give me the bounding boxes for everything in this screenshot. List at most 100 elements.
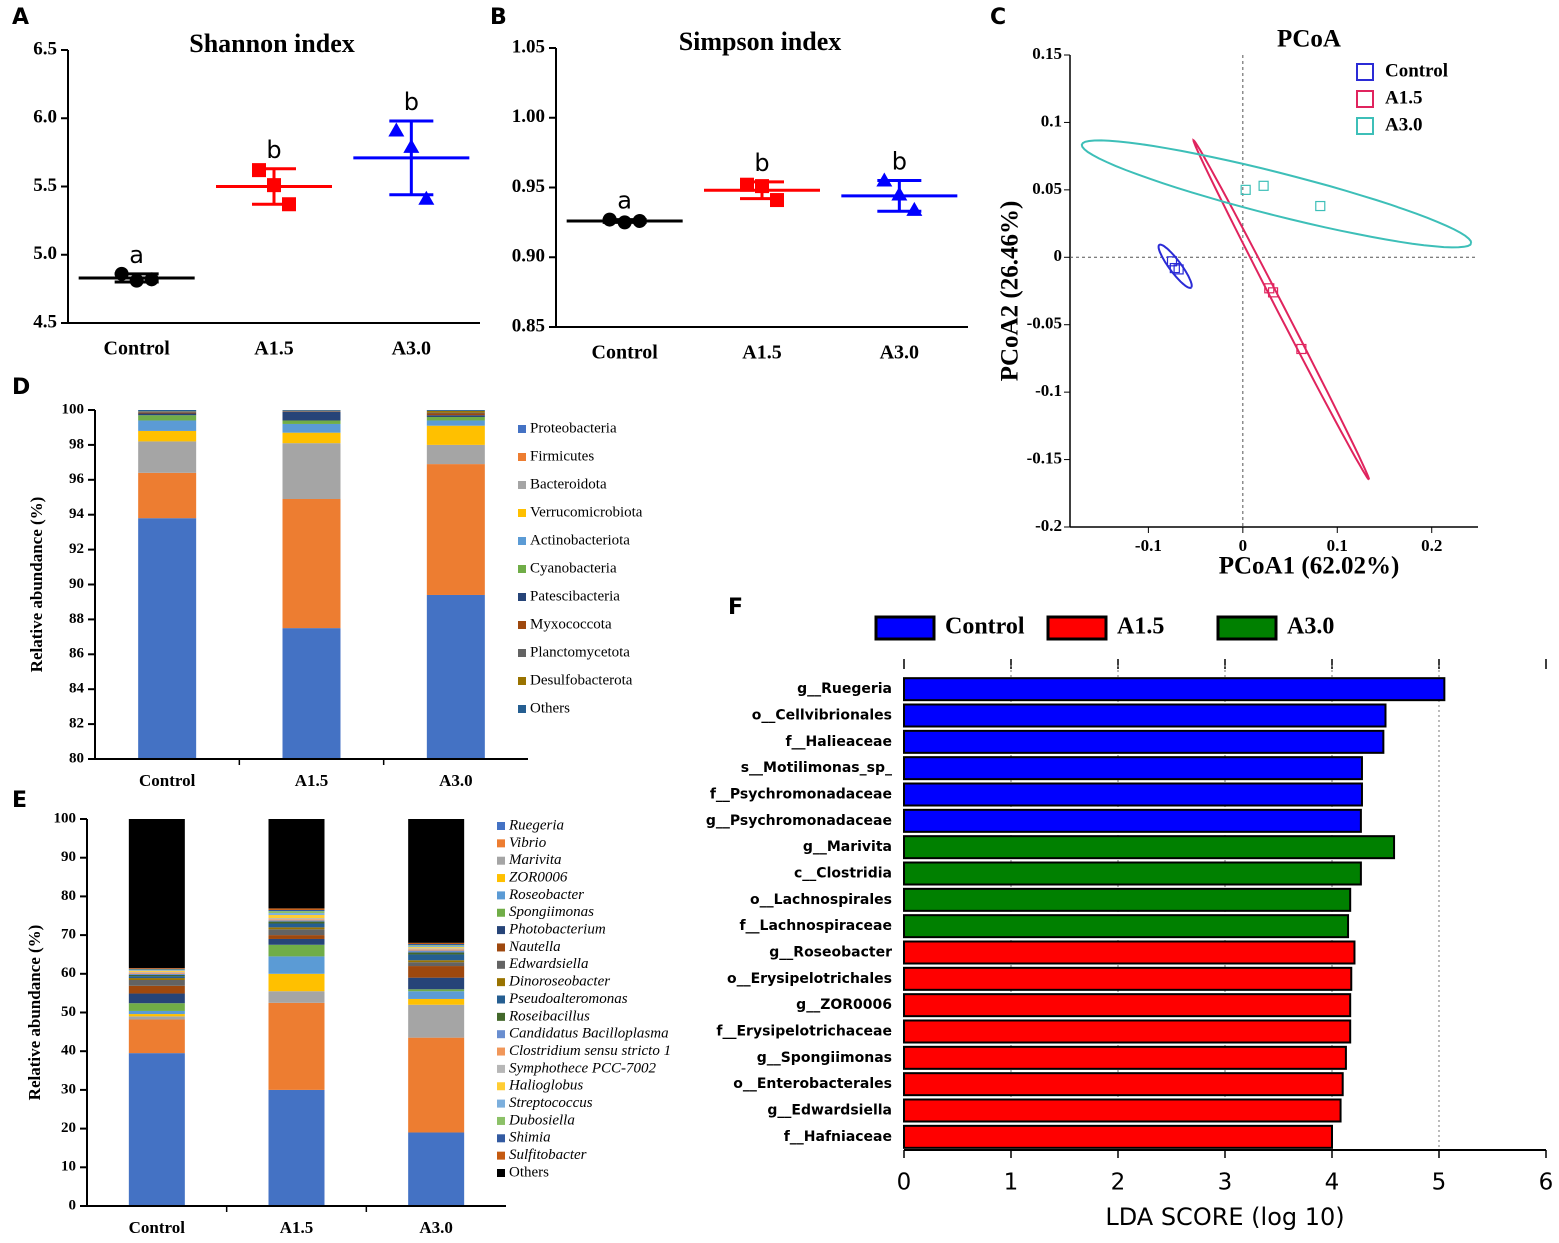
x-tick-label: A3.0 — [880, 342, 919, 364]
y-tick-label: 84 — [69, 681, 85, 697]
y-tick-label: 0.05 — [1032, 179, 1062, 198]
bar-segment — [138, 415, 197, 421]
legend-swatch — [497, 822, 505, 830]
y-tick-label: 1.00 — [512, 106, 545, 127]
legend-label: Symphothece PCC-7002 — [509, 1060, 657, 1076]
bar-segment — [128, 1019, 185, 1054]
legend-label: Others — [530, 700, 570, 716]
bar-segment — [282, 628, 341, 759]
x-tick-label: -0.1 — [1135, 536, 1162, 555]
bar-segment — [426, 412, 485, 414]
x-axis-label: PCoA1 (62.02%) — [1219, 553, 1400, 580]
bar-segment — [408, 1037, 465, 1133]
significance-letter: b — [892, 148, 907, 176]
legend-label: Control — [1385, 60, 1448, 81]
chart-title: PCoA — [1277, 26, 1341, 53]
y-tick-label: g__Edwardsiella — [767, 1103, 892, 1119]
bar — [903, 1098, 1342, 1123]
legend-label: Verrucomicrobiota — [530, 504, 643, 520]
legend-label: Halioglobus — [508, 1078, 583, 1094]
x-axis-label: LDA SCORE (log 10) — [1105, 1203, 1344, 1231]
legend-swatch — [497, 1116, 505, 1125]
y-tick-label: o__Cellvibrionales — [752, 708, 892, 724]
bar-segment — [408, 977, 465, 990]
legend-swatch — [497, 1134, 505, 1143]
legend-label: ZOR0006 — [509, 869, 568, 885]
y-tick-label: 96 — [69, 471, 85, 487]
bar — [903, 808, 1362, 833]
significance-letter: b — [404, 88, 419, 116]
bar-segment — [138, 472, 197, 519]
point — [144, 272, 159, 287]
y-tick-label: 50 — [61, 1004, 76, 1020]
bar-segment — [128, 976, 185, 979]
x-tick-label: A3.0 — [392, 338, 431, 360]
legend-swatch — [518, 453, 526, 461]
confidence-ellipse — [1157, 243, 1193, 289]
bar — [903, 966, 1353, 991]
bar-segment — [138, 413, 197, 416]
bar — [903, 677, 1446, 702]
bar — [903, 729, 1385, 754]
legend-swatch — [497, 978, 505, 987]
point — [1267, 287, 1279, 298]
legend-swatch — [497, 1082, 505, 1091]
legend-swatch — [518, 565, 526, 573]
bar-segment — [138, 411, 197, 413]
y-tick-label: 0 — [69, 1197, 77, 1213]
bar-segment — [128, 1003, 185, 1011]
bar-segment — [128, 967, 185, 969]
bar-segment — [128, 971, 185, 973]
legend-swatch — [1356, 63, 1374, 81]
legend-label: A3.0 — [1385, 114, 1422, 135]
y-tick-label: 90 — [69, 576, 84, 592]
bar — [903, 703, 1387, 728]
bar-segment — [268, 908, 325, 910]
legend-swatch — [497, 891, 505, 900]
bar-segment — [138, 420, 197, 431]
bar-segment — [408, 945, 465, 946]
x-tick-label: 1 — [1004, 1170, 1019, 1196]
y-tick-label: 40 — [61, 1043, 76, 1059]
bar-segment — [268, 1002, 325, 1090]
bar — [903, 1045, 1347, 1070]
bar-segment — [128, 819, 185, 968]
legend-label: Spongiimonas — [509, 904, 594, 920]
bar-segment — [138, 430, 197, 442]
bar-segment — [408, 819, 465, 943]
legend-swatch — [518, 537, 526, 545]
point — [1166, 256, 1178, 267]
bar-segment — [408, 1132, 465, 1206]
bar-segment — [268, 911, 325, 914]
bar-segment — [282, 410, 341, 412]
bar-segment — [408, 948, 465, 950]
bar-segment — [128, 993, 185, 1004]
legend-label: Bacteroidota — [530, 476, 607, 492]
legend-swatch — [518, 677, 526, 685]
bar-segment — [426, 420, 485, 426]
legend-swatch — [497, 1030, 505, 1039]
y-tick-label: 10 — [61, 1159, 76, 1175]
legend-swatch — [518, 593, 526, 601]
y-tick-label: 92 — [69, 541, 84, 557]
y-tick-label: 0 — [1054, 246, 1063, 265]
bar-segment — [268, 920, 325, 922]
bar-segment — [128, 974, 185, 977]
y-tick-label: o__Enterobacterales — [733, 1076, 892, 1092]
x-tick-label: Control — [129, 1218, 186, 1237]
y-tick-label: f__Halieaceae — [785, 734, 892, 750]
bar-segment — [408, 998, 465, 1005]
y-tick-label: 0.95 — [512, 176, 545, 197]
x-tick-label: 0 — [1239, 536, 1248, 555]
y-tick-label: -0.15 — [1027, 448, 1062, 467]
bar-segment — [408, 945, 465, 948]
point — [632, 213, 647, 228]
bar-segment — [268, 913, 325, 915]
y-tick-label: o__Erysipelotrichales — [727, 971, 892, 987]
legend-label: Marivita — [508, 852, 562, 868]
point — [891, 186, 908, 201]
x-tick-label: 2 — [1111, 1170, 1126, 1196]
y-tick-label: 0.1 — [1041, 111, 1062, 130]
significance-letter: b — [266, 136, 281, 164]
